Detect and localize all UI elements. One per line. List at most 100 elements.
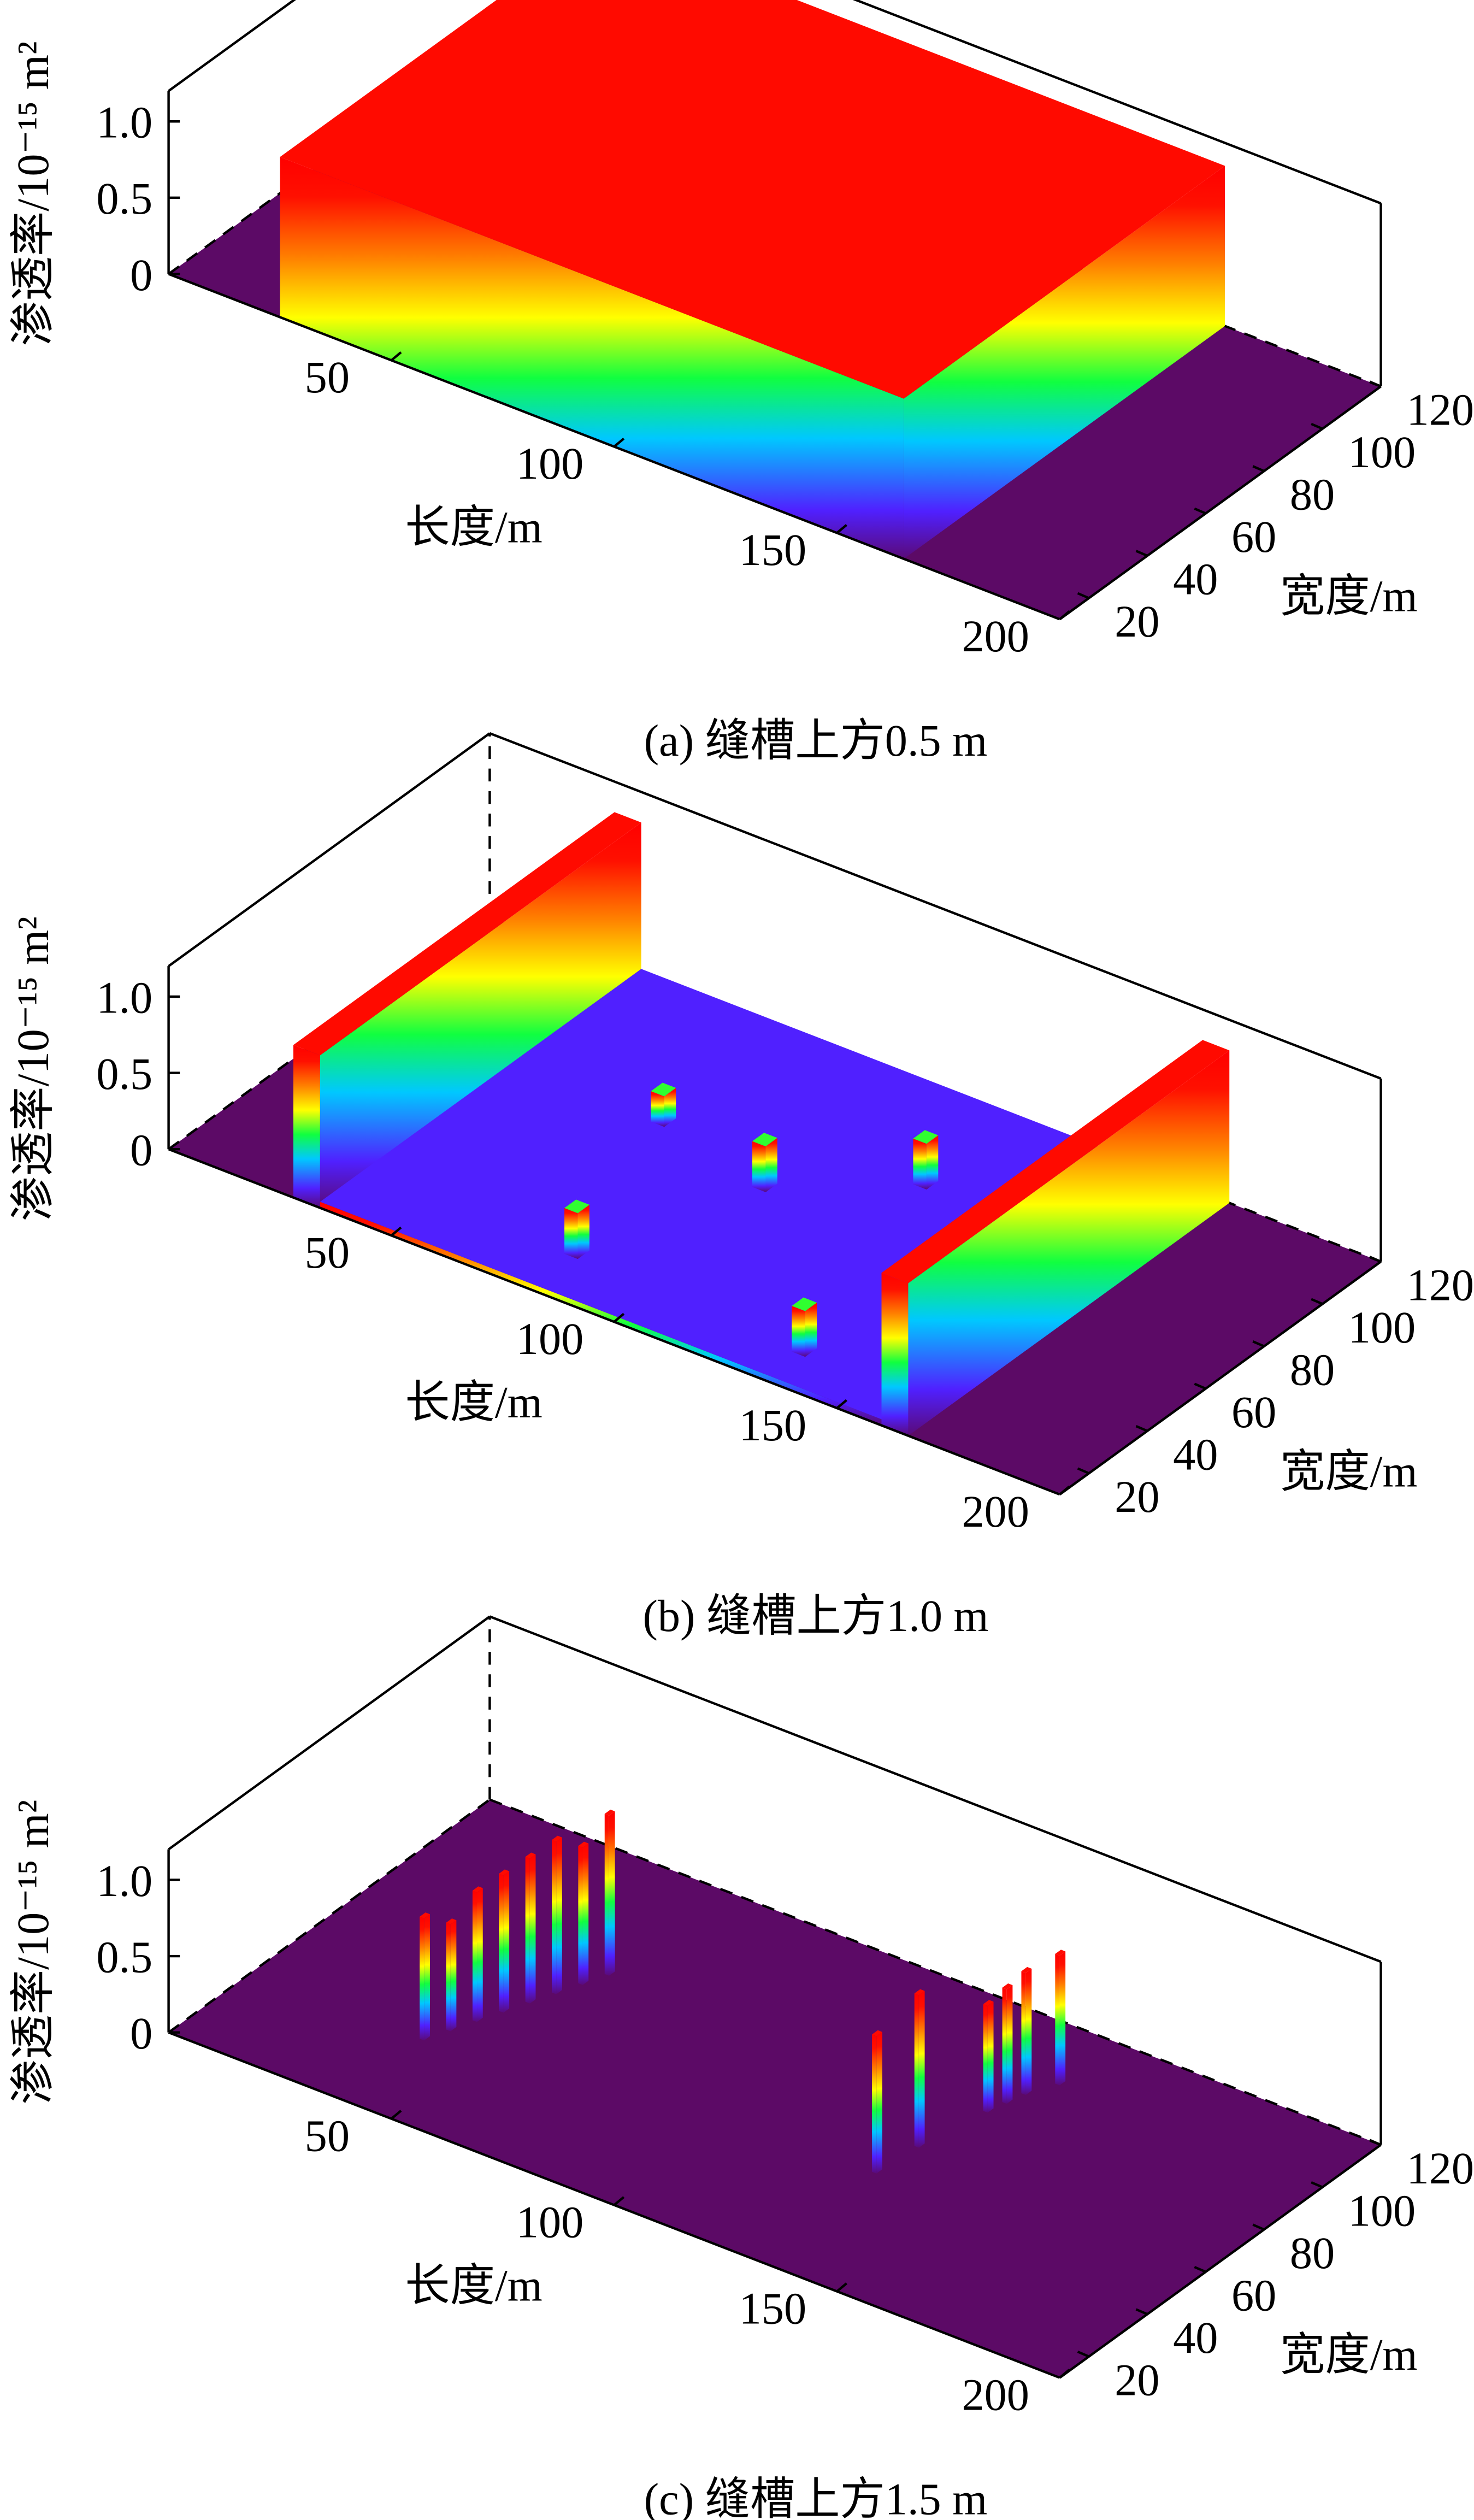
block-top bbox=[1002, 1983, 1013, 1989]
y-tick bbox=[1135, 2308, 1148, 2316]
block-front bbox=[1021, 1971, 1026, 2095]
y-tick-label: 60 bbox=[1231, 512, 1276, 562]
x-axis-label: 长度/m bbox=[405, 2260, 542, 2310]
y-tick-label: 100 bbox=[1348, 427, 1416, 477]
block-side bbox=[582, 1843, 589, 1985]
block-top bbox=[420, 1912, 430, 1919]
x-tick bbox=[1059, 1485, 1070, 1495]
box-edge bbox=[489, 732, 1382, 1080]
block-top bbox=[792, 1297, 817, 1311]
x-tick bbox=[613, 1312, 625, 1323]
permeability-block bbox=[752, 1133, 777, 1192]
block-front bbox=[792, 1306, 805, 1357]
z-tick-label: 1.0 bbox=[96, 973, 152, 1022]
caption: (b) 缝槽上方1.0 m bbox=[642, 1591, 988, 1641]
x-tick-label: 50 bbox=[305, 1228, 350, 1277]
block-front bbox=[914, 1993, 919, 2148]
x-tick bbox=[836, 523, 847, 534]
block-front bbox=[578, 1846, 583, 1985]
block-top bbox=[280, 0, 1225, 399]
y-tick bbox=[1369, 2139, 1382, 2146]
permeability-block bbox=[446, 1918, 457, 2032]
permeability-block bbox=[792, 1297, 817, 1357]
z-tick-label: 0 bbox=[130, 250, 152, 300]
y-tick bbox=[1135, 1425, 1148, 1432]
block-top bbox=[651, 1082, 676, 1097]
y-tick bbox=[1077, 1467, 1090, 1475]
x-tick bbox=[390, 2110, 402, 2120]
y-tick-label: 80 bbox=[1290, 470, 1335, 520]
block-front bbox=[551, 1840, 557, 1994]
y-tick-label: 40 bbox=[1173, 1429, 1218, 1479]
block-side bbox=[477, 1888, 483, 2022]
block-front bbox=[564, 1208, 578, 1259]
y-tick-label: 20 bbox=[1115, 2355, 1159, 2405]
caption: (a) 缝槽上方0.5 m bbox=[644, 716, 987, 766]
permeability-block bbox=[472, 1886, 483, 2022]
block-side bbox=[904, 166, 1225, 559]
x-tick-label: 100 bbox=[516, 2197, 583, 2247]
y-tick bbox=[1194, 2265, 1206, 2273]
x-tick-label: 200 bbox=[962, 2370, 1029, 2419]
block-side bbox=[556, 1837, 562, 1994]
z-tick-label: 0.5 bbox=[96, 1932, 152, 1982]
block-side bbox=[1025, 1968, 1032, 2095]
y-tick-label: 120 bbox=[1407, 385, 1474, 435]
block-front bbox=[983, 2004, 988, 2113]
block-top bbox=[499, 1869, 510, 1876]
y-tick bbox=[1252, 1340, 1265, 1347]
x-tick bbox=[613, 2196, 625, 2206]
z-axis-label: 渗透率/10⁻¹⁵ m² bbox=[8, 41, 58, 346]
block-top bbox=[983, 2000, 994, 2006]
x-tick-label: 50 bbox=[305, 352, 350, 402]
block-side bbox=[450, 1920, 457, 2032]
box-edge bbox=[852, 0, 1382, 205]
block-top bbox=[472, 1886, 483, 1893]
x-tick bbox=[390, 1226, 402, 1237]
block-top bbox=[293, 812, 641, 1056]
block-side bbox=[609, 1811, 615, 1976]
block-top bbox=[1021, 1966, 1032, 1973]
block-front bbox=[752, 1141, 766, 1192]
z-tick-label: 0 bbox=[130, 1126, 152, 1175]
permeability-block bbox=[604, 1809, 615, 1976]
block-front bbox=[446, 1922, 451, 2032]
block-top bbox=[752, 1133, 777, 1147]
x-tick-label: 50 bbox=[305, 2111, 350, 2160]
permeability-block bbox=[1002, 1983, 1013, 2104]
y-axis bbox=[1059, 1261, 1382, 1495]
x-axis-label: 长度/m bbox=[405, 1377, 542, 1427]
y-tick bbox=[1077, 592, 1090, 599]
block-side bbox=[918, 1991, 925, 2148]
y-tick bbox=[1077, 2350, 1090, 2358]
x-tick bbox=[390, 351, 402, 362]
block-side bbox=[577, 1204, 589, 1259]
block-front bbox=[881, 1273, 909, 1436]
block-side bbox=[908, 1050, 1230, 1436]
permeability-block bbox=[293, 812, 641, 1208]
block-front bbox=[913, 1138, 927, 1190]
y-tick bbox=[1311, 2181, 1323, 2188]
block-side bbox=[987, 2001, 994, 2113]
box-edge bbox=[168, 732, 491, 967]
y-tick-label: 40 bbox=[1173, 2313, 1218, 2363]
x-tick-label: 150 bbox=[739, 1400, 806, 1450]
block-front bbox=[499, 1874, 504, 2013]
x-tick-label: 100 bbox=[516, 1314, 583, 1364]
block-side bbox=[926, 1135, 939, 1190]
block-front bbox=[1055, 1953, 1060, 2086]
permeability-block bbox=[564, 1199, 589, 1259]
y-tick bbox=[1311, 422, 1323, 430]
x-tick bbox=[1059, 2369, 1070, 2379]
block-top bbox=[578, 1841, 589, 1848]
block-side bbox=[320, 822, 641, 1208]
y-tick bbox=[1252, 465, 1265, 473]
y-tick-label: 20 bbox=[1115, 1472, 1159, 1522]
block-top bbox=[914, 1989, 925, 1995]
block-front bbox=[651, 1091, 664, 1127]
floor bbox=[168, 1799, 1381, 2378]
y-tick bbox=[1194, 1382, 1206, 1390]
permeability-block bbox=[651, 1082, 676, 1127]
block-front bbox=[872, 2034, 877, 2174]
